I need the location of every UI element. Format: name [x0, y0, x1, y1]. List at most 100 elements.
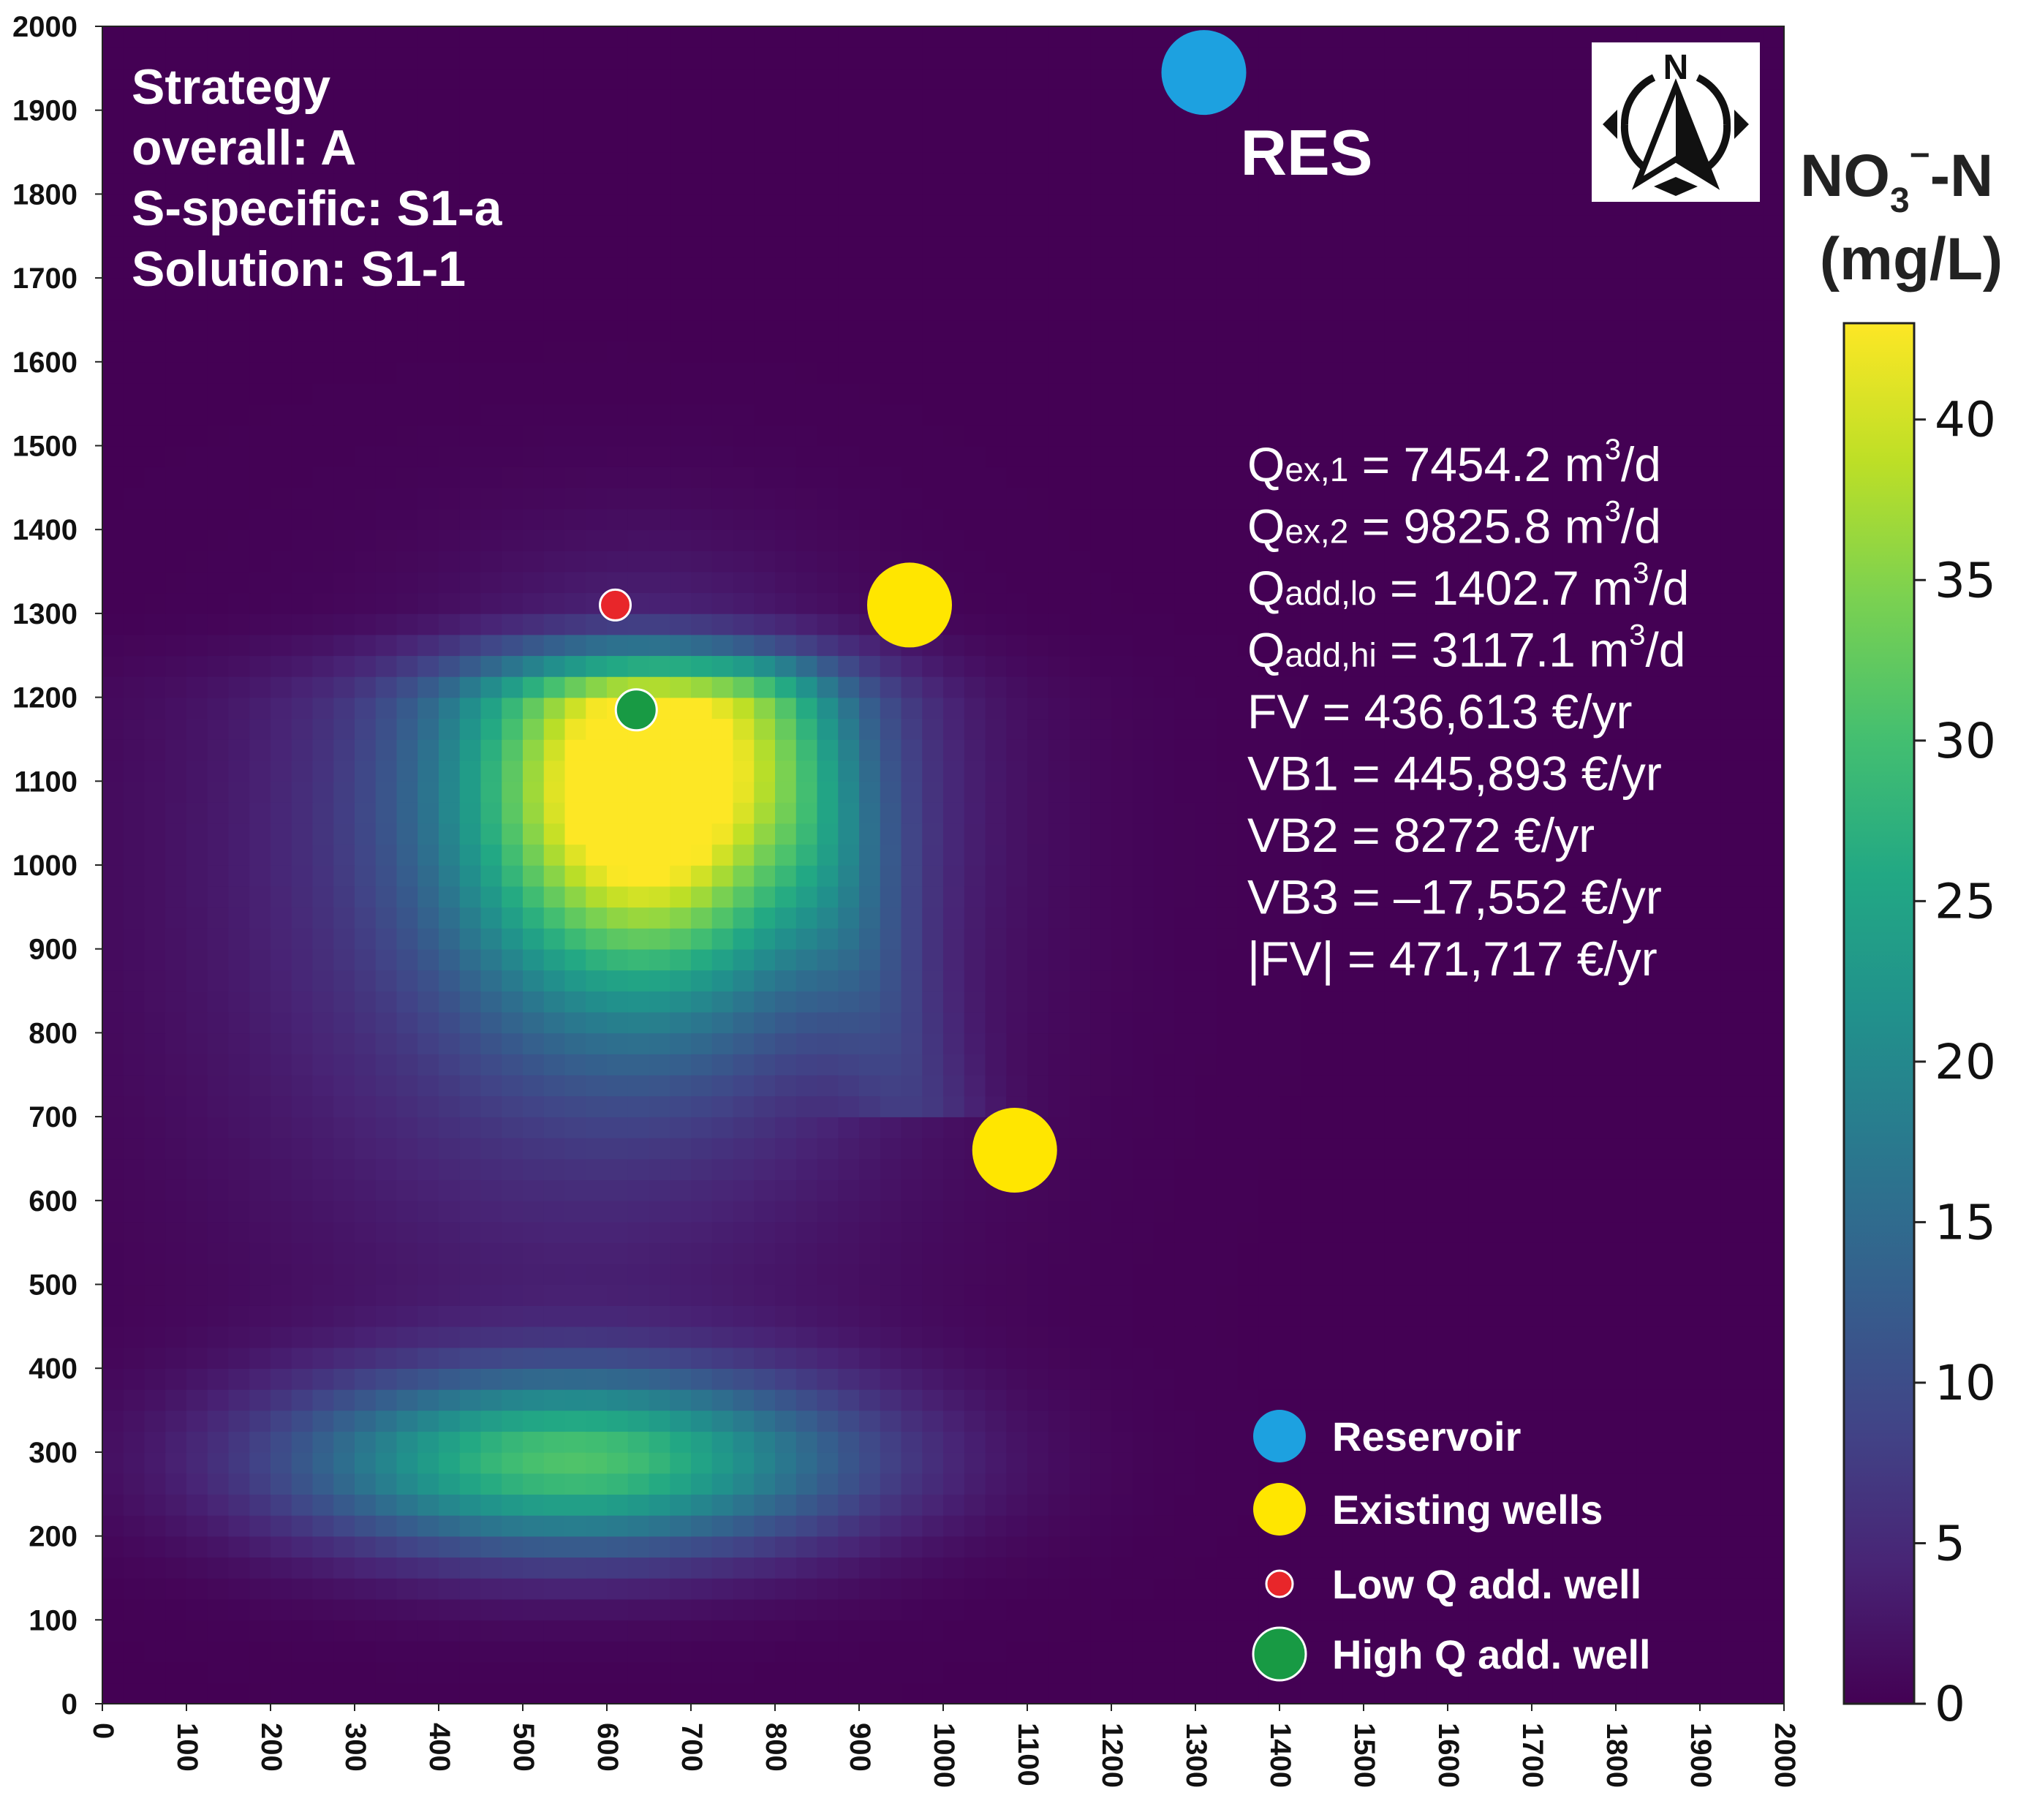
heatmap-cell — [1237, 424, 1260, 447]
heatmap-cell — [439, 467, 461, 488]
heatmap-cell — [1448, 1158, 1470, 1180]
heatmap-cell — [1132, 1431, 1154, 1453]
heatmap-cell — [711, 1284, 734, 1306]
heatmap-cell — [144, 1598, 167, 1621]
heatmap-cell — [1448, 592, 1470, 614]
heatmap-cell — [1300, 1620, 1323, 1642]
heatmap-cell — [355, 1577, 377, 1600]
heatmap-cell — [627, 1514, 650, 1537]
heatmap-cell — [523, 1158, 545, 1180]
heatmap-cell — [1174, 865, 1196, 887]
heatmap-cell — [943, 1117, 965, 1139]
heatmap-cell — [1364, 571, 1386, 594]
heatmap-cell — [1216, 1074, 1239, 1097]
heatmap-cell — [1552, 1032, 1575, 1054]
heatmap-cell — [333, 886, 355, 908]
heatmap-cell — [1532, 1284, 1554, 1306]
heatmap-cell — [1742, 613, 1764, 635]
heatmap-cell — [901, 823, 923, 845]
heatmap-cell — [333, 1494, 355, 1516]
heatmap-cell — [1511, 1158, 1532, 1180]
heatmap-cell — [1720, 1661, 1743, 1684]
heatmap-cell — [1153, 1137, 1176, 1160]
heatmap-cell — [627, 1074, 650, 1097]
heatmap-cell — [1048, 928, 1070, 950]
heatmap-cell — [564, 1095, 587, 1117]
heatmap-cell — [1132, 655, 1154, 677]
heatmap-cell — [1742, 529, 1764, 551]
heatmap-cell — [1195, 445, 1217, 467]
heatmap-cell — [838, 487, 860, 510]
heatmap-cell — [754, 1410, 776, 1432]
heatmap-cell — [754, 844, 776, 866]
heatmap-cell — [312, 739, 335, 761]
heatmap-cell — [1174, 1095, 1196, 1117]
heatmap-cell — [1532, 1389, 1554, 1411]
heatmap-cell — [1069, 1263, 1092, 1285]
heatmap-cell — [480, 1431, 503, 1453]
heatmap-cell — [691, 1347, 713, 1369]
heatmap-cell — [1489, 907, 1512, 929]
heatmap-cell — [985, 801, 1008, 824]
heatmap-cell — [291, 1473, 314, 1495]
heatmap-cell — [144, 1054, 167, 1076]
heatmap-cell — [1364, 907, 1386, 929]
heatmap-cell — [417, 1557, 439, 1579]
heatmap-cell — [102, 404, 124, 426]
heatmap-cell — [1027, 865, 1049, 887]
heatmap-cell — [1616, 1557, 1638, 1579]
heatmap-cell — [1153, 1514, 1176, 1537]
heatmap-cell — [123, 1577, 145, 1600]
heatmap-cell — [1573, 613, 1596, 635]
heatmap-cell — [754, 592, 776, 614]
heatmap-cell — [1448, 445, 1470, 467]
heatmap-cell — [1006, 1661, 1028, 1684]
heatmap-cell — [775, 382, 797, 404]
heatmap-cell — [1658, 1326, 1680, 1348]
heatmap-cell — [901, 1410, 923, 1432]
heatmap-cell — [123, 508, 145, 530]
heatmap-cell — [1679, 1598, 1701, 1621]
heatmap-cell — [1280, 1536, 1301, 1558]
heatmap-cell — [228, 1536, 251, 1558]
heatmap-cell — [586, 1389, 608, 1411]
heatmap-cell — [691, 1326, 713, 1348]
heatmap-cell — [502, 1620, 523, 1642]
heatmap-cell — [1552, 571, 1575, 594]
heatmap-cell — [207, 1536, 230, 1558]
heatmap-cell — [543, 1137, 566, 1160]
heatmap-cell — [228, 1473, 251, 1495]
heatmap-cell — [1532, 844, 1554, 866]
heatmap-cell — [1132, 1221, 1154, 1243]
heatmap-cell — [144, 1620, 167, 1642]
heatmap-cell — [670, 1640, 692, 1663]
heatmap-cell — [817, 1557, 839, 1579]
heatmap-cell — [691, 1032, 713, 1054]
heatmap-cell — [1321, 970, 1344, 992]
heatmap-cell — [1468, 1095, 1491, 1117]
heatmap-cell — [627, 801, 650, 824]
heatmap-cell — [1069, 487, 1092, 510]
heatmap-cell — [1069, 1536, 1092, 1558]
heatmap-cell — [1258, 801, 1280, 824]
heatmap-cell — [1742, 844, 1764, 866]
heatmap-cell — [355, 1263, 377, 1285]
heatmap-cell — [1448, 1095, 1470, 1117]
heatmap-cell — [1195, 613, 1217, 635]
heatmap-cell — [1511, 1557, 1532, 1579]
heatmap-cell — [249, 592, 271, 614]
heatmap-cell — [459, 823, 482, 845]
heatmap-cell — [1573, 1032, 1596, 1054]
heatmap-cell — [1511, 1095, 1532, 1117]
heatmap-cell — [1616, 697, 1638, 720]
heatmap-cell — [271, 613, 292, 635]
heatmap-cell — [1174, 1326, 1196, 1348]
heatmap-cell — [271, 907, 292, 929]
heatmap-cell — [1069, 739, 1092, 761]
heatmap-cell — [1763, 1410, 1784, 1432]
heatmap-cell — [711, 1410, 734, 1432]
heatmap-cell — [228, 1557, 251, 1579]
heatmap-cell — [859, 1221, 881, 1243]
heatmap-cell — [1280, 508, 1301, 530]
heatmap-cell — [1174, 991, 1196, 1013]
